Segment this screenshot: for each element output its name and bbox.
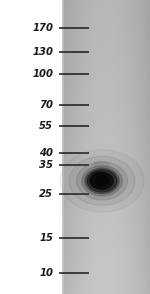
Text: 25: 25 (39, 189, 53, 199)
Ellipse shape (76, 162, 128, 200)
Text: 70: 70 (39, 100, 53, 110)
Ellipse shape (82, 166, 122, 196)
Text: 40: 40 (39, 148, 53, 158)
Bar (0, 0, 62, 294)
Text: 10: 10 (39, 268, 53, 278)
Text: 55: 55 (39, 121, 53, 131)
Ellipse shape (60, 150, 144, 212)
Ellipse shape (95, 176, 109, 186)
Text: 170: 170 (32, 24, 53, 34)
Ellipse shape (69, 156, 135, 206)
Text: 130: 130 (32, 47, 53, 57)
Ellipse shape (94, 161, 109, 169)
Ellipse shape (90, 172, 109, 189)
Text: 15: 15 (39, 233, 53, 243)
Text: 35: 35 (39, 160, 53, 170)
Ellipse shape (87, 170, 117, 192)
Text: 100: 100 (32, 69, 53, 79)
Ellipse shape (85, 168, 119, 194)
Ellipse shape (91, 173, 113, 189)
